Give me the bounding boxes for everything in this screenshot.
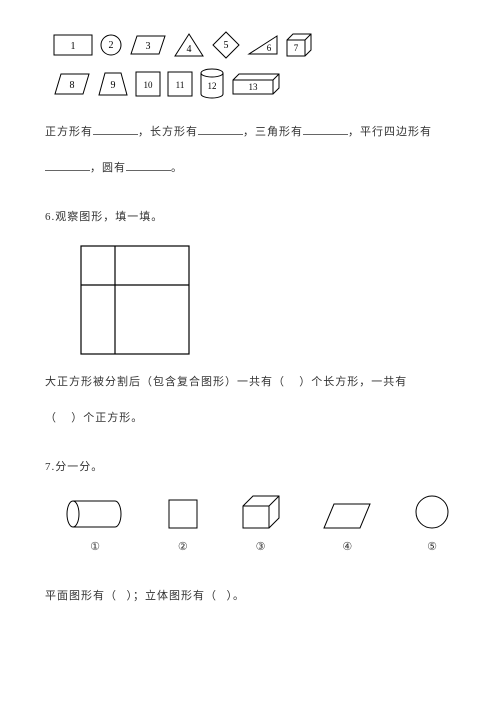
q7-item-2: ②: [167, 498, 199, 559]
q6-title: 6.观察图形，填一填。: [45, 205, 455, 229]
shape-square-10: 10: [135, 71, 161, 97]
q6-t3: （: [45, 412, 57, 424]
svg-text:7: 7: [294, 43, 299, 53]
q6-t4: ）个正方形。: [71, 412, 143, 424]
q7-a3: ）。: [227, 590, 246, 602]
q5-shapes: 1 2 3 4 5 6 7 8 9 10 11 12 13: [53, 30, 455, 100]
q5-row2: 8 9 10 11 12 13: [53, 68, 455, 100]
shape-circle-2: 2: [99, 33, 123, 57]
shape-diamond-5: 5: [211, 30, 241, 60]
q7-label-2: ②: [167, 535, 199, 559]
svg-text:12: 12: [208, 81, 217, 91]
blank: [198, 121, 243, 135]
q7-a1: 平面图形有（: [45, 590, 117, 602]
q7-shapes-row: ① ② ③ ④ ⑤: [65, 494, 450, 559]
shape-square-11: 11: [167, 71, 193, 97]
shape-triangle-4: 4: [173, 32, 205, 58]
q5-fill-text-2: ，圆有 。: [45, 156, 455, 180]
shape-cube: [241, 494, 281, 530]
svg-text:1: 1: [71, 41, 76, 52]
q7-label-5: ⑤: [414, 535, 450, 559]
shape-square: [167, 498, 199, 530]
shape-trapezoid-9: 9: [97, 71, 129, 97]
svg-text:6: 6: [267, 43, 272, 53]
svg-text:3: 3: [146, 41, 151, 52]
paren-space: [285, 376, 299, 388]
blank: [303, 121, 348, 135]
q5-t4: ，平行四边形有: [348, 126, 432, 138]
paren-space: [117, 590, 127, 602]
q5-fill-text: 正方形有 ，长方形有 ，三角形有 ，平行四边形有: [45, 120, 455, 144]
q7-answer: 平面图形有（ ）；立体图形有（ ）。: [45, 584, 455, 608]
q5-row1: 1 2 3 4 5 6 7: [53, 30, 455, 60]
q7-a2: ）；立体图形有（: [127, 590, 218, 602]
svg-text:2: 2: [109, 40, 114, 51]
q5-t3: ，三角形有: [243, 126, 303, 138]
shape-cuboid-13: 13: [231, 72, 281, 96]
shape-cylinder-12: 12: [199, 68, 225, 100]
svg-text:4: 4: [187, 44, 192, 55]
shape-cube-7: 7: [285, 32, 313, 58]
shape-parallelogram-3: 3: [129, 34, 167, 56]
q6-t1: 大正方形被分割后（包含复合图形）一共有（: [45, 376, 285, 388]
shape-parallelogram: [322, 502, 372, 530]
svg-text:5: 5: [224, 40, 229, 51]
shape-rect-1: 1: [53, 34, 93, 56]
blank: [126, 157, 171, 171]
shape-circle: [414, 494, 450, 530]
paren-space: [217, 590, 227, 602]
q6-t2: ）个长方形，一共有: [299, 376, 407, 388]
q7-label-4: ④: [322, 535, 372, 559]
q5-t1: 正方形有: [45, 126, 93, 138]
q7-item-4: ④: [322, 502, 372, 559]
blank: [93, 121, 138, 135]
shape-cylinder-horizontal: [65, 498, 125, 530]
blank: [45, 157, 90, 171]
q5-t2: ，长方形有: [138, 126, 198, 138]
q6-square-diagram: [80, 245, 190, 355]
paren-space: [57, 412, 71, 424]
q7-item-3: ③: [241, 494, 281, 559]
q7-title: 7.分一分。: [45, 455, 455, 479]
q7-item-1: ①: [65, 498, 125, 559]
svg-text:9: 9: [111, 80, 116, 91]
q6-figure: [80, 245, 455, 355]
q5-t6: 。: [171, 162, 183, 174]
q6-text-line1: 大正方形被分割后（包含复合图形）一共有（ ）个长方形，一共有: [45, 370, 455, 394]
q5-t5: ，圆有: [90, 162, 126, 174]
q7-item-5: ⑤: [414, 494, 450, 559]
svg-text:11: 11: [176, 80, 185, 90]
q7-label-3: ③: [241, 535, 281, 559]
shape-parallelogram-8: 8: [53, 72, 91, 96]
svg-text:10: 10: [144, 80, 154, 90]
svg-text:8: 8: [70, 80, 75, 91]
q7-label-1: ①: [65, 535, 125, 559]
shape-right-triangle-6: 6: [247, 34, 279, 56]
svg-text:13: 13: [249, 82, 259, 92]
q6-text-line2: （ ）个正方形。: [45, 406, 455, 430]
